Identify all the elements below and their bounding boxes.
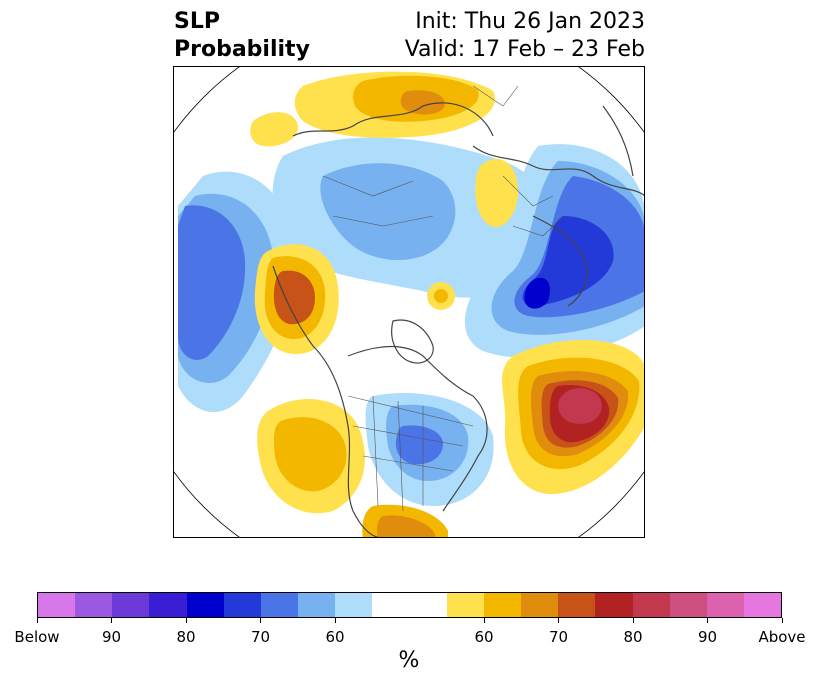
colorbar-segment: [112, 593, 150, 617]
product-label: Probability: [174, 37, 310, 62]
colorbar-tickmark: [260, 618, 261, 623]
colorbar: [37, 592, 782, 618]
colorbar-tickmark: [707, 618, 708, 623]
colorbar-tickmark: [334, 618, 336, 623]
colorbar-segment: [446, 593, 484, 617]
colorbar-segment: [743, 593, 782, 617]
colorbar-tickmark: [36, 618, 38, 623]
colorbar-segment: [521, 593, 559, 617]
colorbar-tick-label: 90: [697, 628, 718, 646]
colorbar-unit-label: %: [398, 648, 420, 673]
colorbar-tickmark: [185, 618, 187, 623]
east-siberia-high-anomaly: [427, 159, 518, 310]
colorbar-tick-label: 80: [176, 628, 196, 646]
atlantic-high-anomaly: [502, 339, 645, 495]
chart-title: SLP Probability: [174, 8, 310, 64]
colorbar-segment: [335, 593, 373, 617]
colorbar-tick-label: 90: [101, 628, 122, 646]
coastlines: [272, 102, 645, 538]
valid-date: Valid: 17 Feb – 23 Feb: [404, 37, 645, 62]
political-borders: [322, 85, 564, 512]
colorbar-segment: [298, 593, 336, 617]
colorbar-tick-label: 60: [325, 628, 345, 646]
colorbar-segment: [223, 593, 261, 617]
alaska-high-anomaly: [254, 244, 339, 355]
colorbar-tick-label: 60: [474, 628, 494, 646]
colorbar-segment: [186, 593, 224, 617]
scandinavia-high-anomaly: [250, 71, 495, 147]
colorbar-segment: [706, 593, 744, 617]
probability-map: [173, 66, 645, 538]
colorbar-segment: [409, 593, 447, 617]
southwest-high-anomaly: [257, 399, 448, 538]
colorbar-segment: [260, 593, 299, 617]
colorbar-segment: [38, 593, 76, 617]
colorbar-tick-label: Above: [758, 628, 806, 646]
colorbar-segment: [558, 593, 596, 617]
colorbar-tick-label: 70: [548, 628, 569, 646]
colorbar-tickmark: [111, 618, 112, 623]
colorbar-tickmark: [483, 618, 485, 623]
colorbar-tickmark: [781, 618, 783, 623]
init-date: Init: Thu 26 Jan 2023: [415, 9, 645, 34]
colorbar-segment: [483, 593, 522, 617]
colorbar-segment: [149, 593, 187, 617]
colorbar-tick-label: Below: [14, 628, 60, 646]
colorbar-tickmark: [558, 618, 559, 623]
colorbar-tickmark: [632, 618, 634, 623]
colorbar-segment: [372, 593, 410, 617]
colorbar-segment: [669, 593, 707, 617]
colorbar-tick-label: 80: [623, 628, 643, 646]
variable-label: SLP: [174, 9, 220, 34]
colorbar-segment: [632, 593, 670, 617]
map-border: [173, 66, 645, 538]
colorbar-segment: [75, 593, 113, 617]
eastern-us-low-anomaly: [365, 392, 494, 506]
colorbar-tick-label: 70: [250, 628, 271, 646]
date-block: Init: Thu 26 Jan 2023 Valid: 17 Feb – 23…: [405, 8, 645, 64]
europe-low-anomaly: [464, 144, 645, 358]
colorbar-segment: [595, 593, 633, 617]
pacific-low-anomaly: [178, 171, 295, 413]
